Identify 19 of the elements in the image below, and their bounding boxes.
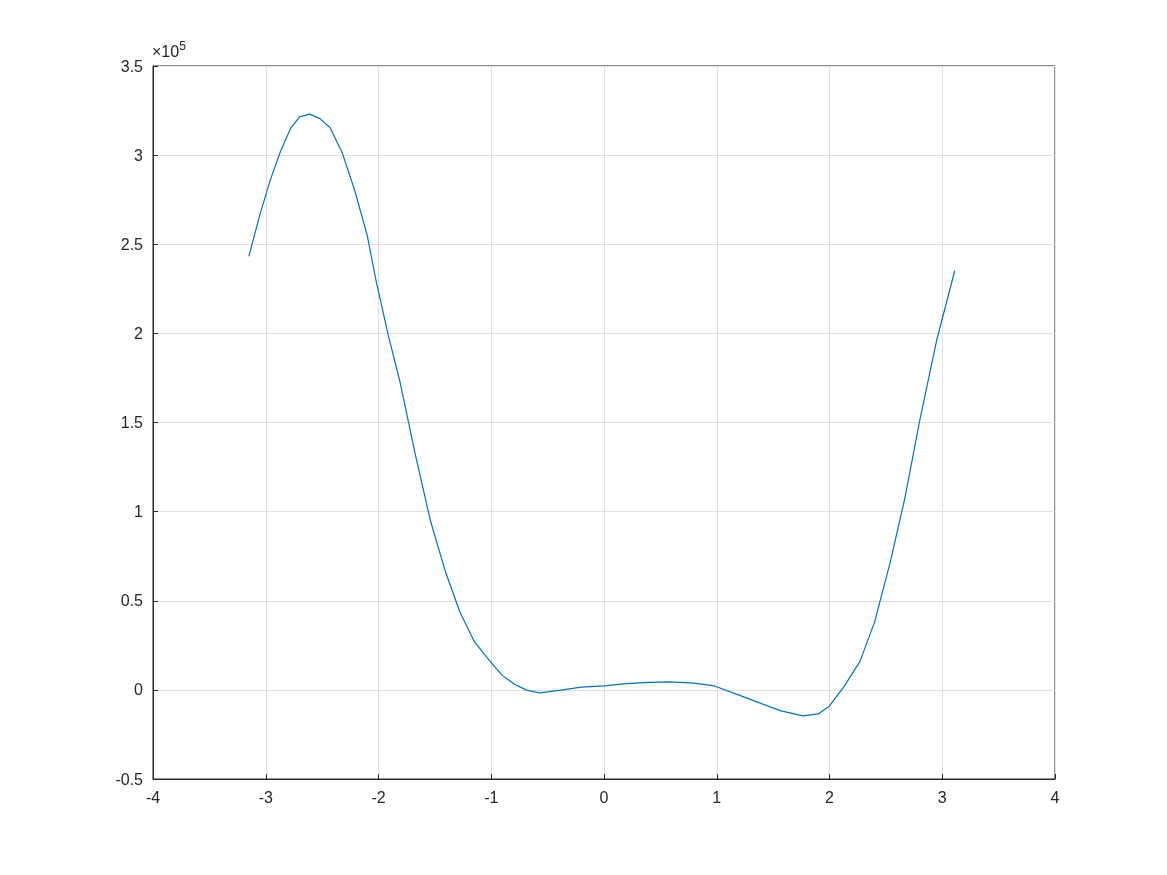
x-tick-label: 0 [599,788,609,806]
x-tick-label: 2 [825,788,835,806]
x-tick-label: -4 [145,788,161,806]
y-tick-label: 0 [134,681,144,699]
x-tick-label: -3 [258,788,273,806]
x-tick-label: 3 [937,788,947,806]
x-tick-label: -2 [371,788,386,806]
x-tick-label: -1 [484,788,499,806]
y-tick-label: 1.5 [120,414,144,431]
y-tick-label: 3 [134,146,144,164]
x-tick-label: 1 [712,788,722,806]
y-tick-label: -0.5 [115,770,144,788]
y-tick-label: 3.5 [120,57,144,75]
y-tick-label: 1 [134,503,144,521]
x-tick-label: 4 [1050,788,1060,806]
y-tick-label: 0.5 [120,592,144,610]
line-series [248,113,956,717]
y-tick-label: 2.5 [120,235,144,253]
y-tick-label: 2 [134,324,144,342]
